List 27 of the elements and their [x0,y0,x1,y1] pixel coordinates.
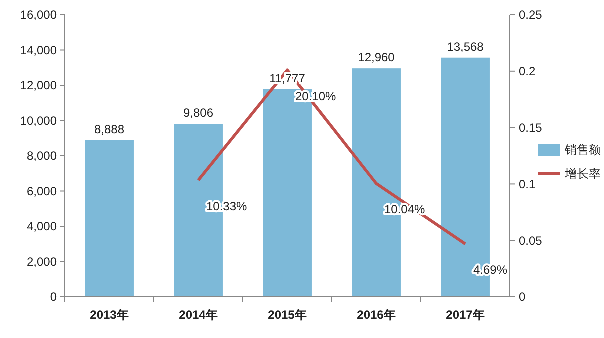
y2-tick-label: 0 [519,290,526,304]
x-tick-label: 2014年 [179,308,218,322]
y2-tick-label: 0.2 [519,64,536,79]
legend-label: 销售额 [564,143,601,158]
x-tick-label: 2013年 [90,308,129,322]
x-tick-label: 2015年 [268,308,307,322]
y-tick-label: 2,000 [26,254,58,269]
data-label: 12,960 [358,50,396,65]
y-tick-label: 4,000 [26,220,58,234]
bar [85,140,134,297]
data-label: 13,568 [447,40,484,54]
y-tick-label: 16,000 [20,8,58,22]
y2-tick-label: 0.1 [519,177,536,192]
y-tick-label: 14,000 [20,43,58,58]
y-tick-label: 10,000 [20,114,58,128]
y-tick-label: 0 [50,290,58,304]
y-tick-label: 6,000 [26,184,58,198]
data-label: 8,888 [94,122,125,136]
legend-label: 增长率 [564,167,601,182]
x-tick-label: 2017年 [446,308,485,322]
y2-tick-label: 0.15 [519,121,543,135]
x-tick-label: 2016年 [357,308,396,322]
y-tick-label: 8,000 [26,149,58,164]
y2-tick-label: 0.05 [519,234,543,248]
y2-tick-label: 0.25 [519,8,543,22]
y-tick-label: 12,000 [20,78,58,93]
data-label: 9,806 [183,106,214,120]
